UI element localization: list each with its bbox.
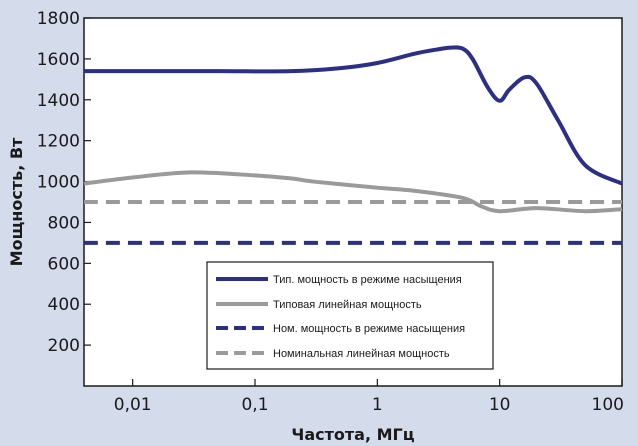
y-tick-label: 800 (48, 213, 80, 233)
y-tick-label: 1200 (37, 132, 80, 152)
legend-items: Тип. мощность в режиме насыщения Типовая … (216, 274, 465, 360)
y-tick-label: 1600 (37, 50, 80, 70)
series-line-1 (84, 45, 623, 186)
series-layer (83, 45, 623, 245)
legend-label: Ном. мощность в режиме насыщения (273, 323, 465, 335)
x-axis: 0,01 0,1 1 10 100 (114, 379, 624, 415)
x-tick-label: 10 (489, 395, 511, 415)
x-axis-title: Частота, МГц (291, 425, 414, 444)
series-line-2 (83, 170, 623, 214)
legend-label: Тип. мощность в режиме насыщения (273, 274, 462, 286)
x-tick-label: 0,1 (241, 395, 268, 415)
y-tick-label: 1000 (37, 173, 80, 193)
y-tick-label: 400 (48, 295, 80, 315)
legend: Тип. мощность в режиме насыщения Типовая … (206, 261, 494, 370)
y-tick-label: 1800 (37, 9, 80, 29)
y-tick-label: 1400 (37, 91, 80, 111)
y-axis-title: Мощность, Вт (7, 137, 26, 266)
legend-label: Номинальная линейная мощность (273, 348, 450, 360)
legend-label: Типовая линейная мощность (273, 299, 422, 311)
y-tick-label: 200 (48, 336, 80, 356)
y-tick-label: 600 (48, 254, 80, 274)
x-tick-label: 1 (372, 395, 383, 415)
y-axis: 200 400 600 800 1000 1200 1400 1600 1800 (37, 9, 91, 356)
x-tick-label: 0,01 (114, 395, 152, 415)
x-tick-label: 100 (592, 395, 624, 415)
